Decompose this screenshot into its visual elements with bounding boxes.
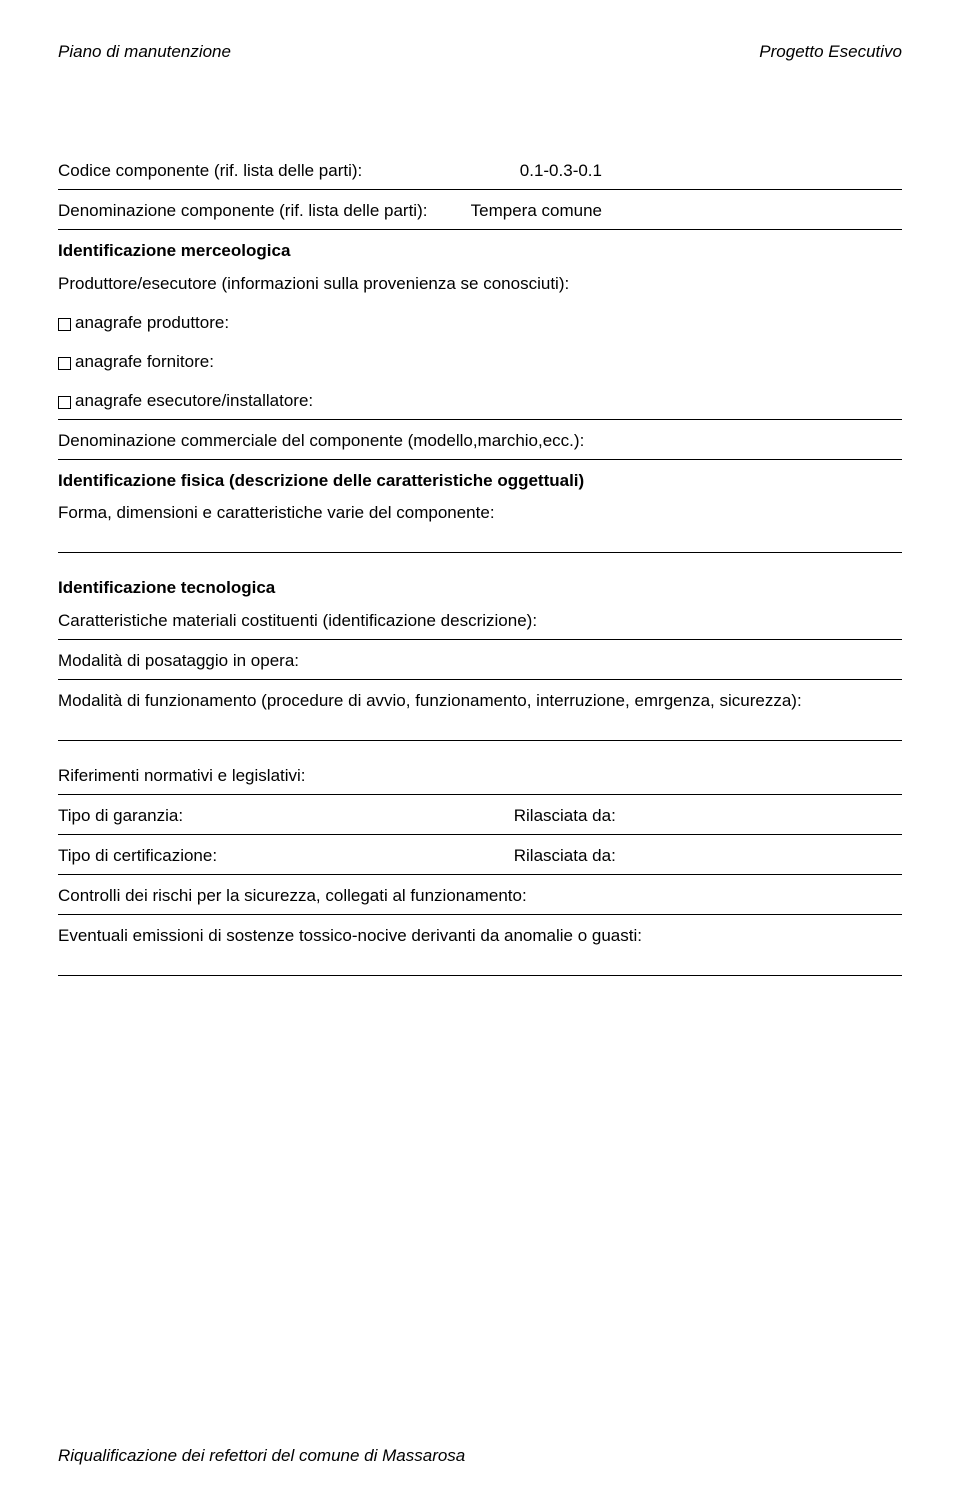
checkbox-icon bbox=[58, 357, 71, 370]
anagrafe-fornitore-line: anagrafe fornitore: bbox=[58, 351, 902, 380]
forma-text: Forma, dimensioni e caratteristiche vari… bbox=[58, 503, 495, 522]
denominazione-value: Tempera comune bbox=[471, 200, 902, 223]
spacer-block bbox=[58, 717, 902, 741]
posataggio-text: Modalità di posataggio in opera: bbox=[58, 651, 299, 670]
controlli-text: Controlli dei rischi per la sicurezza, c… bbox=[58, 886, 527, 905]
denominazione-row: Denominazione componente (rif. lista del… bbox=[58, 200, 902, 230]
posataggio-line: Modalità di posataggio in opera: bbox=[58, 650, 902, 680]
certificazione-label: Tipo di certificazione: bbox=[58, 845, 514, 868]
anagrafe-esecutore-text: anagrafe esecutore/installatore: bbox=[75, 390, 313, 413]
caratteristiche-text: Caratteristiche materiali costituenti (i… bbox=[58, 611, 537, 630]
denom-commerciale-line: Denominazione commerciale del componente… bbox=[58, 430, 902, 460]
codice-label: Codice componente (rif. lista delle part… bbox=[58, 160, 362, 183]
emissioni-line: Eventuali emissioni di sostenze tossico-… bbox=[58, 925, 902, 952]
section-fisica: Identificazione fisica (descrizione dell… bbox=[58, 470, 902, 493]
spacer-block bbox=[58, 529, 902, 553]
codice-row: Codice componente (rif. lista delle part… bbox=[58, 160, 902, 190]
riferimenti-text: Riferimenti normativi e legislativi: bbox=[58, 766, 306, 785]
document-content: Codice componente (rif. lista delle part… bbox=[58, 160, 902, 976]
anagrafe-esecutore-line: anagrafe esecutore/installatore: bbox=[58, 390, 902, 420]
checkbox-icon bbox=[58, 396, 71, 409]
anagrafe-fornitore-text: anagrafe fornitore: bbox=[75, 351, 214, 374]
anagrafe-produttore-text: anagrafe produttore: bbox=[75, 312, 229, 335]
section-merceologica: Identificazione merceologica bbox=[58, 240, 902, 263]
produttore-line: Produttore/esecutore (informazioni sulla… bbox=[58, 273, 902, 302]
produttore-text: Produttore/esecutore (informazioni sulla… bbox=[58, 273, 569, 296]
riferimenti-line: Riferimenti normativi e legislativi: bbox=[58, 765, 902, 795]
forma-line: Forma, dimensioni e caratteristiche vari… bbox=[58, 502, 902, 529]
certificazione-value: Rilasciata da: bbox=[514, 845, 902, 868]
emissioni-text: Eventuali emissioni di sostenze tossico-… bbox=[58, 926, 642, 945]
caratteristiche-line: Caratteristiche materiali costituenti (i… bbox=[58, 610, 902, 640]
funzionamento-line: Modalità di funzionamento (procedure di … bbox=[58, 690, 902, 717]
certificazione-row: Tipo di certificazione: Rilasciata da: bbox=[58, 845, 902, 875]
funzionamento-text: Modalità di funzionamento (procedure di … bbox=[58, 691, 802, 710]
garanzia-label: Tipo di garanzia: bbox=[58, 805, 514, 828]
anagrafe-produttore-line: anagrafe produttore: bbox=[58, 312, 902, 341]
garanzia-row: Tipo di garanzia: Rilasciata da: bbox=[58, 805, 902, 835]
header-right: Progetto Esecutivo bbox=[759, 42, 902, 62]
page-footer: Riqualificazione dei refettori del comun… bbox=[58, 1446, 465, 1466]
controlli-line: Controlli dei rischi per la sicurezza, c… bbox=[58, 885, 902, 915]
page-header: Piano di manutenzione Progetto Esecutivo bbox=[58, 42, 902, 62]
denominazione-label: Denominazione componente (rif. lista del… bbox=[58, 200, 427, 223]
header-left: Piano di manutenzione bbox=[58, 42, 231, 62]
denom-commerciale-text: Denominazione commerciale del componente… bbox=[58, 431, 584, 450]
codice-value: 0.1-0.3-0.1 bbox=[520, 160, 902, 183]
checkbox-icon bbox=[58, 318, 71, 331]
section-tecnologica: Identificazione tecnologica bbox=[58, 577, 902, 600]
spacer-block bbox=[58, 952, 902, 976]
garanzia-value: Rilasciata da: bbox=[514, 805, 902, 828]
